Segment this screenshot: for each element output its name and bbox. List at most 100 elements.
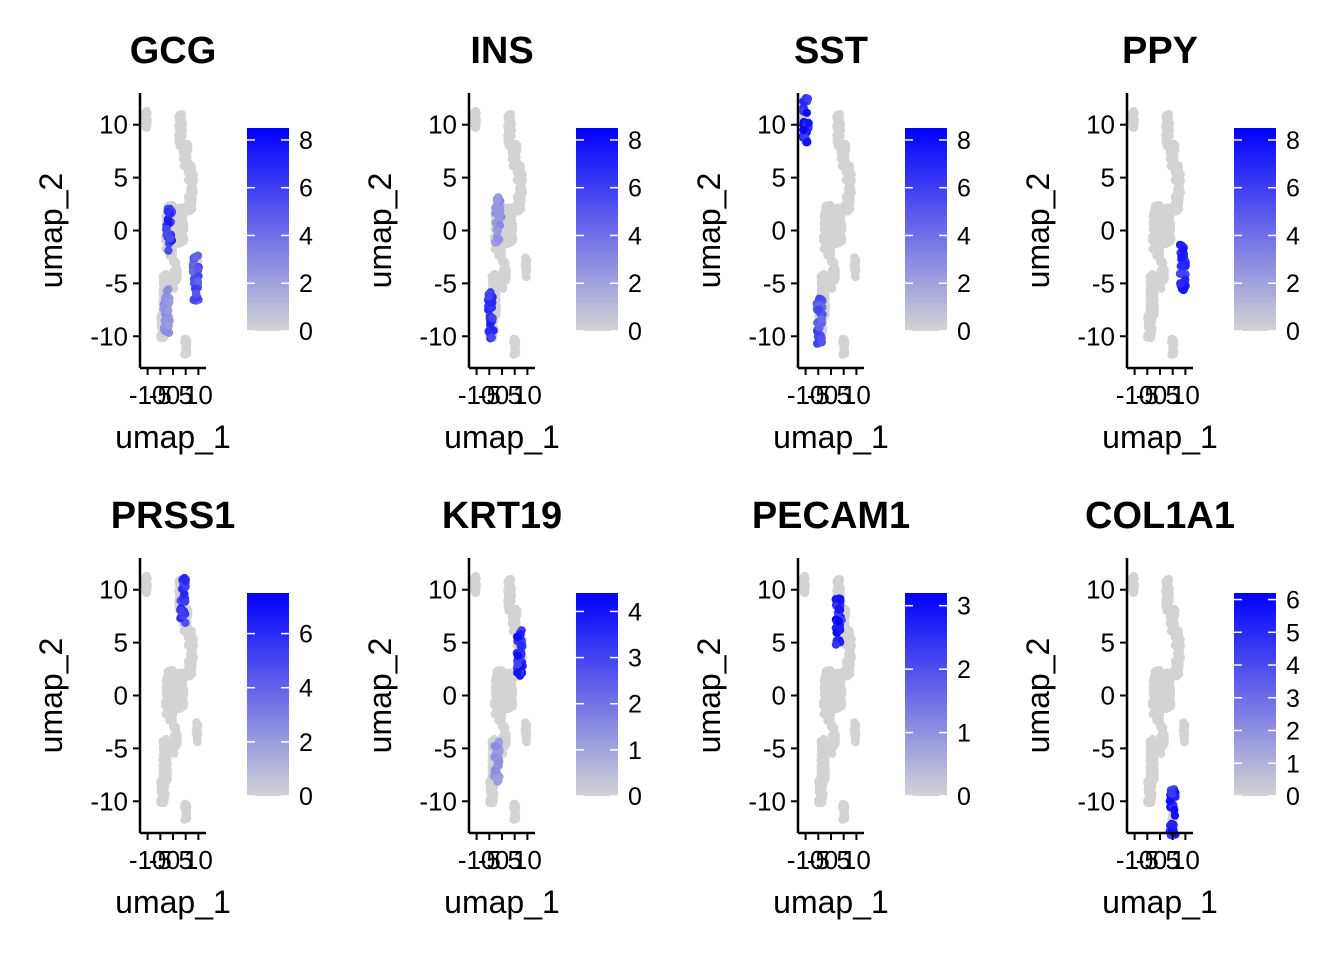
colorbar-tick-label: 2 — [299, 729, 313, 757]
colorbar — [576, 593, 618, 796]
x-tick-label: -10 — [787, 845, 825, 875]
cell-point — [169, 746, 178, 755]
expressing-cell-point — [164, 306, 173, 315]
cell-point — [1158, 271, 1167, 281]
cell-point — [177, 695, 186, 704]
expressing-cell-point — [493, 226, 502, 236]
cell-point — [1155, 212, 1164, 222]
cell-point — [142, 118, 152, 128]
x-tick-label: 5 — [836, 380, 850, 410]
expressing-cell-point — [190, 253, 199, 262]
y-axis-label: umap_2 — [691, 173, 727, 289]
expressing-cell-point — [835, 625, 845, 635]
cell-point — [1167, 350, 1176, 359]
cell-point — [506, 204, 516, 214]
cell-point — [1158, 264, 1167, 273]
cell-point — [829, 271, 838, 281]
expressing-cell-point — [1166, 786, 1176, 795]
expressing-cell-point — [163, 207, 173, 216]
cell-point — [171, 264, 180, 273]
x-tick-label: 10 — [1171, 380, 1200, 410]
cell-point — [1162, 133, 1171, 143]
x-tick-label: 5 — [507, 380, 521, 410]
x-axis-label: umap_1 — [115, 419, 231, 455]
cell-points — [798, 571, 861, 824]
expressing-cell-point — [494, 235, 504, 244]
expressing-cell-point — [814, 322, 824, 331]
cell-point — [504, 238, 514, 248]
cell-point — [1173, 167, 1182, 176]
cell-point — [834, 575, 844, 585]
x-tick-label: 0 — [1153, 845, 1167, 875]
cell-point — [1150, 230, 1160, 239]
cell-point — [1155, 720, 1165, 729]
expressing-cell-point — [494, 214, 504, 223]
expressing-cell-point — [180, 597, 190, 606]
expressing-cell-point — [488, 313, 497, 323]
expressing-cell-point — [803, 137, 812, 147]
cell-point — [505, 575, 515, 585]
cell-point — [1146, 298, 1155, 307]
expressing-cells — [831, 594, 846, 649]
cell-point — [500, 271, 509, 281]
cell-point — [826, 704, 835, 714]
cell-point — [827, 281, 836, 290]
cell-point — [181, 807, 190, 817]
cell-point — [171, 271, 180, 281]
expressing-cell-point — [166, 234, 175, 243]
cell-point — [1146, 314, 1156, 323]
x-tick-label: -10 — [787, 380, 825, 410]
expressing-cell-point — [1170, 805, 1179, 815]
cell-point — [180, 815, 189, 824]
cell-point — [521, 718, 530, 728]
cell-point — [177, 204, 187, 214]
cell-point — [1164, 695, 1173, 704]
expressing-cell-point — [513, 632, 522, 642]
cell-point — [837, 141, 847, 151]
colorbar-tick-label: 4 — [1286, 222, 1300, 250]
x-tick-label: 10 — [513, 380, 542, 410]
expressing-cell-point — [831, 640, 841, 649]
cell-point — [844, 632, 853, 641]
expressing-cell-point — [493, 196, 502, 205]
cell-point — [825, 710, 835, 720]
x-tick-label: 0 — [824, 845, 838, 875]
expressing-cell-point — [484, 292, 494, 301]
cell-point — [186, 632, 195, 641]
expressing-cells — [798, 94, 827, 348]
x-tick-label: 0 — [166, 380, 180, 410]
y-axis-label: umap_2 — [362, 638, 398, 754]
colorbar — [576, 128, 618, 331]
cell-point — [510, 807, 519, 817]
cell-point — [497, 720, 507, 729]
cell-point — [1156, 746, 1165, 755]
colorbar-tick-label: 2 — [628, 270, 642, 298]
x-tick-label: -5 — [807, 845, 830, 875]
cell-point — [513, 194, 522, 203]
colorbar-tick-label: 6 — [957, 175, 971, 203]
expressing-cell-point — [513, 651, 522, 660]
colorbar-tick-label: 0 — [1286, 783, 1300, 811]
x-tick-label: 5 — [836, 845, 850, 875]
cell-point — [515, 167, 524, 176]
cell-point — [180, 350, 189, 359]
y-tick-label: -5 — [105, 268, 128, 298]
cell-point — [826, 255, 836, 264]
cell-point — [1163, 575, 1173, 585]
cell-point — [504, 598, 513, 608]
cell-point — [834, 110, 844, 120]
cell-point — [179, 141, 189, 151]
x-tick-label: -10 — [458, 845, 496, 875]
colorbar-tick-label: 6 — [628, 175, 642, 203]
expressing-cell-point — [1177, 252, 1186, 262]
colorbar — [905, 593, 947, 796]
x-tick-label: -5 — [1136, 380, 1159, 410]
colorbar-tick-label: 0 — [299, 783, 313, 811]
panel-title: GCG — [130, 30, 217, 72]
x-tick-label: -5 — [478, 380, 501, 410]
cell-point — [187, 180, 196, 190]
colorbar-tick-label: 4 — [299, 675, 313, 703]
cell-point — [1164, 204, 1174, 214]
cell-point — [471, 583, 481, 593]
